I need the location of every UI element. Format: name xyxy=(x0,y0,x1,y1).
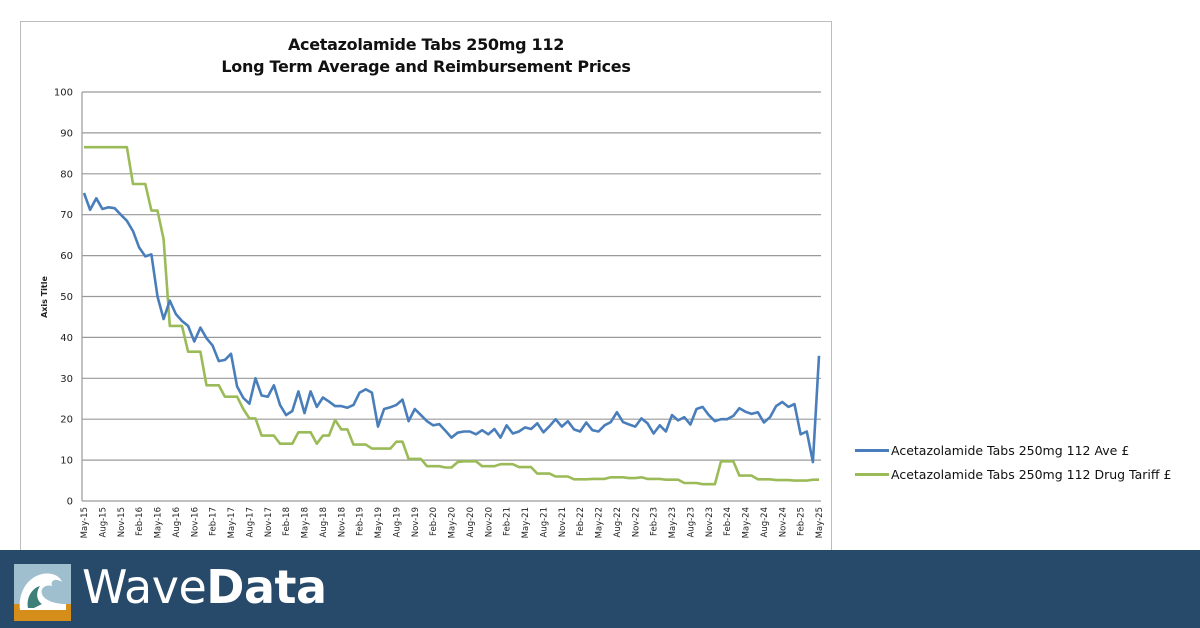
x-tick-label: Nov-22 xyxy=(631,507,641,537)
chart-frame xyxy=(20,21,832,561)
legend-label-ave: Acetazolamide Tabs 250mg 112 Ave £ xyxy=(891,442,1130,458)
x-tick-label: May-20 xyxy=(448,507,458,538)
x-tick-label: Feb-23 xyxy=(650,507,660,536)
brand-wave: Wave xyxy=(82,560,207,614)
y-tick-label: 50 xyxy=(60,292,73,303)
x-tick-label: Aug-21 xyxy=(539,507,549,537)
line-chart: 0 10 20 30 40 50 60 70 80 90 100 May-15 Aug-15 Nov-1… xyxy=(40,88,825,539)
brand-data: Data xyxy=(206,560,327,614)
y-tick-label: 20 xyxy=(60,415,73,426)
x-tick-label: Feb-20 xyxy=(429,507,439,536)
y-tick-label: 100 xyxy=(54,88,73,99)
x-tick-label: Aug-23 xyxy=(686,507,696,537)
x-tick-label: Aug-17 xyxy=(245,507,255,537)
y-axis-title: Axis Title xyxy=(40,276,49,318)
x-tick-label: May-25 xyxy=(815,507,825,538)
x-tick-label: May-22 xyxy=(595,507,605,538)
y-tick-label: 70 xyxy=(60,210,73,221)
y-axis-ticks: 0 10 20 30 40 50 60 70 80 90 100 xyxy=(54,88,73,508)
x-tick-label: May-15 xyxy=(80,507,90,538)
legend-item-tariff: Acetazolamide Tabs 250mg 112 Drug Tariff… xyxy=(855,462,1171,486)
gridlines xyxy=(81,91,821,502)
y-tick-label: 40 xyxy=(60,333,73,344)
x-tick-label: Aug-20 xyxy=(466,507,476,537)
x-tick-label: May-21 xyxy=(521,507,531,538)
chart-title-line1: Acetazolamide Tabs 250mg 112 xyxy=(287,35,565,54)
x-tick-label: Nov-23 xyxy=(705,507,715,537)
x-axis-ticks: May-15 Aug-15 Nov-15 Feb-16 May-16 Aug-16 Nov-… xyxy=(80,507,825,538)
chart-title-line2: Long Term Average and Reimbursement Pric… xyxy=(221,57,631,76)
x-tick-label: Nov-18 xyxy=(337,507,347,537)
x-tick-label: Nov-20 xyxy=(484,507,494,537)
x-tick-label: Aug-24 xyxy=(760,507,770,537)
x-tick-label: Aug-18 xyxy=(319,507,329,537)
brand-wordmark: WaveData xyxy=(82,560,327,614)
x-tick-label: Nov-16 xyxy=(190,507,200,537)
series-line-ave xyxy=(82,192,821,464)
x-tick-label: Aug-16 xyxy=(172,507,182,537)
wave-logo-icon xyxy=(14,564,71,621)
y-tick-label: 30 xyxy=(60,374,73,385)
chart-legend: Acetazolamide Tabs 250mg 112 Ave £ Aceta… xyxy=(855,438,1171,486)
series-line-tariff xyxy=(84,145,819,486)
x-tick-label: Feb-21 xyxy=(503,507,513,536)
x-tick-label: Nov-19 xyxy=(411,507,421,537)
y-tick-label: 0 xyxy=(67,497,73,508)
x-tick-label: Feb-25 xyxy=(797,507,807,536)
x-tick-label: May-17 xyxy=(227,507,237,538)
x-tick-label: Feb-16 xyxy=(135,507,145,536)
x-tick-label: May-16 xyxy=(154,507,164,538)
x-tick-label: Nov-15 xyxy=(117,507,127,537)
y-tick-label: 10 xyxy=(60,456,73,467)
footer-banner: WaveData xyxy=(0,550,1200,628)
x-tick-label: Feb-18 xyxy=(282,507,292,536)
x-tick-label: Nov-24 xyxy=(778,507,788,537)
x-tick-label: Aug-19 xyxy=(392,507,402,537)
legend-item-ave: Acetazolamide Tabs 250mg 112 Ave £ xyxy=(855,438,1171,462)
x-tick-label: Nov-17 xyxy=(264,507,274,537)
x-tick-label: May-23 xyxy=(668,507,678,538)
legend-swatch-tariff xyxy=(855,472,889,476)
legend-label-tariff: Acetazolamide Tabs 250mg 112 Drug Tariff… xyxy=(891,466,1172,482)
x-tick-label: Feb-22 xyxy=(576,507,586,536)
x-tick-label: Nov-21 xyxy=(558,507,568,537)
y-tick-label: 90 xyxy=(60,128,73,139)
x-tick-label: Aug-15 xyxy=(98,507,108,537)
y-tick-label: 60 xyxy=(60,251,73,262)
x-tick-label: Aug-22 xyxy=(613,507,623,537)
y-tick-label: 80 xyxy=(60,169,73,180)
x-tick-label: Feb-17 xyxy=(209,507,219,536)
chart-title: Acetazolamide Tabs 250mg 112 Long Term A… xyxy=(20,34,832,78)
x-tick-label: May-24 xyxy=(742,507,752,538)
x-tick-label: May-19 xyxy=(374,507,384,538)
x-tick-label: Feb-24 xyxy=(723,507,733,536)
x-tick-label: Feb-19 xyxy=(356,507,366,536)
legend-swatch-ave xyxy=(855,448,889,452)
x-tick-label: May-18 xyxy=(301,507,311,538)
series-lines xyxy=(82,145,821,486)
